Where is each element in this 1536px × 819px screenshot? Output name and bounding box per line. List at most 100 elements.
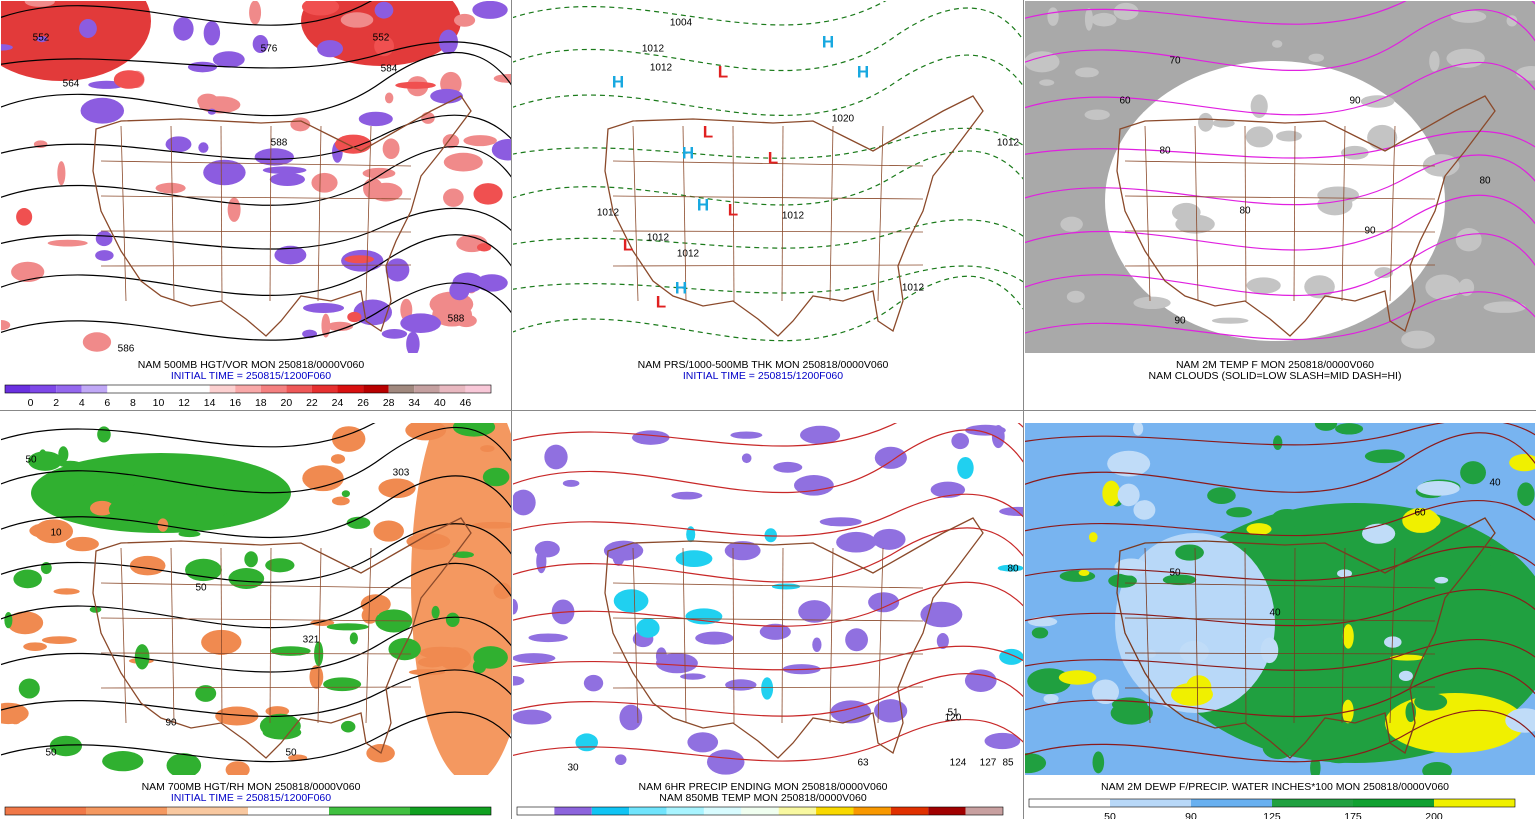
field-blob xyxy=(1027,668,1072,695)
field-blob xyxy=(353,299,392,326)
state-border xyxy=(1389,125,1396,302)
contour xyxy=(1025,639,1535,671)
colorbar-swatch xyxy=(5,807,86,815)
state-border xyxy=(781,547,784,724)
field-blob xyxy=(47,239,88,247)
field-blob xyxy=(1091,12,1117,27)
field-blob xyxy=(1314,423,1338,431)
field-blob xyxy=(741,453,752,464)
field-blob xyxy=(1107,450,1151,477)
contour-label: 1020 xyxy=(832,114,855,125)
field-blob xyxy=(198,142,209,153)
field-blob xyxy=(378,478,416,499)
state-border xyxy=(220,125,223,302)
field-blob xyxy=(1271,508,1304,528)
pressure-center: H xyxy=(682,143,694,162)
field-blob xyxy=(1273,435,1283,451)
pressure-center: H xyxy=(675,278,687,297)
contour-label: 321 xyxy=(303,635,320,646)
field-blob xyxy=(1384,636,1402,648)
field-blob xyxy=(1113,2,1139,21)
field-blob xyxy=(872,528,906,550)
field-blob xyxy=(1516,66,1535,81)
state-border xyxy=(317,125,322,302)
field-blob xyxy=(1317,193,1353,216)
pressure-center: L xyxy=(623,235,633,254)
state-border xyxy=(829,125,834,302)
field-blob xyxy=(1483,301,1526,313)
pressure-center: L xyxy=(718,62,728,81)
map-panel: 80 90 90 90 80 80 70 60 xyxy=(1025,1,1535,353)
colorbar-label: 200 xyxy=(1425,811,1443,819)
field-blob xyxy=(951,433,970,450)
field-blob xyxy=(341,490,350,498)
state-border xyxy=(732,125,735,302)
contour-label: 1012 xyxy=(597,208,620,219)
map-panel: 552 564 576 552 584 588 586 588 xyxy=(1,1,511,355)
colorbar-swatch xyxy=(248,807,329,815)
field-blob xyxy=(1102,480,1121,506)
field-blob xyxy=(89,500,115,516)
state-border xyxy=(1293,125,1296,302)
field-blob xyxy=(1319,739,1358,764)
field-blob xyxy=(178,530,201,538)
contour xyxy=(1025,9,1535,71)
contour-label: 50 xyxy=(25,455,37,466)
colorbar-swatch xyxy=(5,385,31,393)
field-blob xyxy=(49,735,83,757)
contour-label: 586 xyxy=(118,344,135,355)
contour-label: 588 xyxy=(271,138,288,149)
state-border xyxy=(100,230,412,233)
field-blob xyxy=(1047,7,1059,26)
field-blob xyxy=(868,592,900,613)
colorbar-swatch xyxy=(666,807,704,815)
field-blob xyxy=(1341,145,1369,160)
contour-label: 63 xyxy=(857,758,869,769)
field-blob xyxy=(113,70,145,89)
field-blob xyxy=(764,528,777,543)
contour-label: 90 xyxy=(1174,316,1186,327)
field-blob xyxy=(920,601,963,628)
field-blob xyxy=(1043,694,1059,704)
field-blob xyxy=(452,551,474,558)
field-blob xyxy=(108,498,143,520)
colorbar-swatch xyxy=(81,385,108,393)
colorbar-label: 4 xyxy=(79,397,85,409)
field-blob xyxy=(249,1,262,25)
colorbar-swatch xyxy=(928,807,966,815)
contour xyxy=(1,562,511,629)
caption: INITIAL TIME = 250815/1200F060 xyxy=(171,370,331,382)
contour-label: 552 xyxy=(373,33,390,44)
colorbar-swatch xyxy=(816,807,854,815)
field-blob xyxy=(1114,558,1148,576)
contour xyxy=(1,669,511,717)
map: 552 564 576 552 584 588 586 588 xyxy=(1,1,511,355)
colorbar-swatch xyxy=(158,385,185,393)
field-blob xyxy=(1461,600,1475,619)
field-blob xyxy=(265,558,295,573)
field-blob xyxy=(29,523,60,538)
field-blob xyxy=(302,465,344,492)
colorbar-label: 24 xyxy=(332,397,344,409)
colorbar-label: 34 xyxy=(408,397,420,409)
colorbar-swatch xyxy=(311,385,338,393)
country-outline xyxy=(1116,517,1496,759)
field-blob xyxy=(1,44,13,51)
contour xyxy=(1,146,511,206)
contour xyxy=(1,114,511,160)
colorbar-frame xyxy=(4,384,492,394)
state-border xyxy=(1124,582,1436,589)
contour-label: 50 xyxy=(195,583,207,594)
state-border xyxy=(1194,547,1199,724)
colorbar-label: 14 xyxy=(204,397,216,409)
pressure-center: L xyxy=(768,148,778,167)
colorbar-label: 12 xyxy=(178,397,190,409)
field-blob xyxy=(614,754,627,766)
contour xyxy=(1025,432,1535,493)
field-blob xyxy=(13,569,42,589)
field-blob xyxy=(1025,752,1047,774)
field-blob xyxy=(1417,480,1460,496)
contour-label: 124 xyxy=(950,758,967,769)
colorbar-swatch xyxy=(388,385,415,393)
